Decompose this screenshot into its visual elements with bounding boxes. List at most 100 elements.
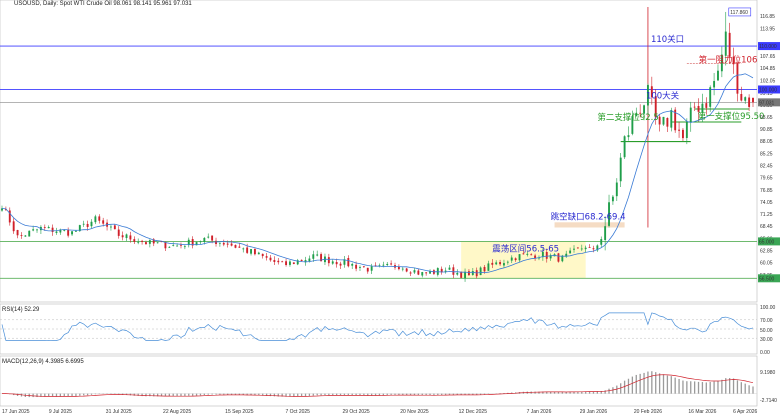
candle-body: [740, 94, 743, 101]
date-tick-label: 31 Jul 2025: [106, 409, 132, 415]
candle-body: [226, 243, 229, 245]
rsi-tick-label: 100.00: [760, 305, 776, 311]
macd-tick-label: 9.1980: [760, 370, 776, 376]
candle-body: [277, 260, 280, 263]
candle-body: [362, 266, 365, 268]
gap-zone: [554, 222, 625, 228]
candle-body: [615, 182, 618, 197]
badge-100: 100.000: [759, 87, 777, 93]
candle-body: [238, 246, 241, 248]
resistance-1-label: 第一阻力位106: [699, 54, 758, 65]
candle-body: [156, 242, 159, 244]
candle-body: [327, 257, 330, 264]
candle-body: [51, 227, 54, 233]
candle-body: [425, 272, 428, 274]
candle-body: [359, 267, 361, 268]
badge-56-5: 56.500: [759, 276, 775, 282]
candle-body: [608, 202, 610, 226]
candle-body: [382, 264, 385, 266]
price-tick-label: 68.45: [760, 224, 773, 230]
rsi-line: [1, 312, 754, 341]
candle-body: [456, 272, 459, 275]
price-tick-label: 104.85: [760, 66, 776, 72]
candle-body: [339, 263, 342, 266]
badge-current: 97.031: [759, 100, 775, 106]
gap-label: 跳空缺口68.2-69.4: [551, 211, 626, 222]
candle-body: [530, 254, 533, 256]
candle-body: [670, 110, 673, 128]
candle-body: [215, 240, 217, 245]
candle-body: [604, 226, 607, 241]
candle-body: [464, 271, 467, 279]
candle-body: [534, 255, 537, 259]
price-tick-label: 90.85: [760, 127, 773, 133]
candle-body: [168, 246, 171, 248]
candle-body: [355, 264, 358, 269]
candle-body: [137, 241, 140, 243]
candle-body: [36, 229, 38, 231]
candle-body: [662, 116, 665, 125]
candle-body: [717, 70, 719, 81]
range-label: 震荡区间56.5-65: [492, 243, 559, 254]
candle-body: [499, 262, 502, 265]
candle-body: [269, 257, 272, 261]
candle-body: [129, 235, 132, 240]
candle-body: [160, 241, 163, 243]
label-110: 110关口: [651, 34, 684, 45]
candle-body: [541, 251, 544, 258]
candle-body: [619, 157, 622, 182]
candle-body: [720, 54, 723, 72]
candle-body: [63, 230, 66, 231]
candle-body: [600, 239, 603, 245]
candle-body: [448, 267, 451, 270]
date-tick-label: 29 Oct 2025: [342, 409, 369, 415]
candle-body: [148, 240, 151, 244]
candle-body: [678, 129, 681, 131]
candle-body: [320, 254, 323, 262]
candle-body: [635, 112, 638, 117]
candle-body: [86, 223, 89, 227]
candle-body: [643, 105, 645, 114]
candle-body: [187, 239, 190, 246]
price-tick-label: 113.95: [760, 27, 775, 33]
rsi-tick-label: 0.00: [760, 350, 770, 356]
candle-body: [584, 247, 587, 250]
candle-body: [246, 247, 249, 253]
candle-body: [59, 229, 62, 233]
candle-body: [117, 229, 120, 236]
candle-body: [405, 268, 408, 272]
rsi-tick-label: 30.00: [760, 337, 773, 343]
date-tick-label: 7 Jan 2026: [527, 409, 552, 415]
candle-body: [440, 268, 443, 273]
date-tick-label: 12 Dec 2025: [459, 409, 488, 415]
candle-body: [67, 229, 70, 236]
price-tick-label: 79.65: [760, 176, 773, 182]
candle-body: [709, 87, 712, 107]
candle-body: [250, 249, 252, 254]
badge-110: 110.000: [759, 44, 777, 50]
candle-body: [510, 257, 513, 261]
candle-body: [506, 261, 509, 263]
candle-body: [697, 106, 700, 112]
candle-body: [487, 263, 490, 271]
candle-body: [121, 235, 124, 238]
candle-body: [43, 227, 46, 228]
macd-panel: [0, 355, 758, 407]
high-label: 117.860: [730, 10, 748, 16]
price-tick-label: 107.65: [760, 54, 776, 60]
candle-body: [265, 256, 268, 258]
rsi-tick-label: 70.00: [760, 318, 773, 324]
candle-body: [514, 258, 517, 261]
candle-body: [413, 270, 416, 273]
axes: 116.85113.95110.00107.65104.85102.0599.1…: [2, 7, 780, 415]
candle-body: [308, 258, 311, 262]
candle-body: [713, 81, 716, 88]
candle-body: [102, 220, 105, 224]
candle-body: [701, 103, 704, 113]
candle-body: [222, 242, 225, 245]
candle-body: [20, 235, 23, 236]
candle-body: [273, 259, 276, 262]
candle-body: [331, 261, 334, 264]
price-tick-label: 74.05: [760, 200, 773, 206]
